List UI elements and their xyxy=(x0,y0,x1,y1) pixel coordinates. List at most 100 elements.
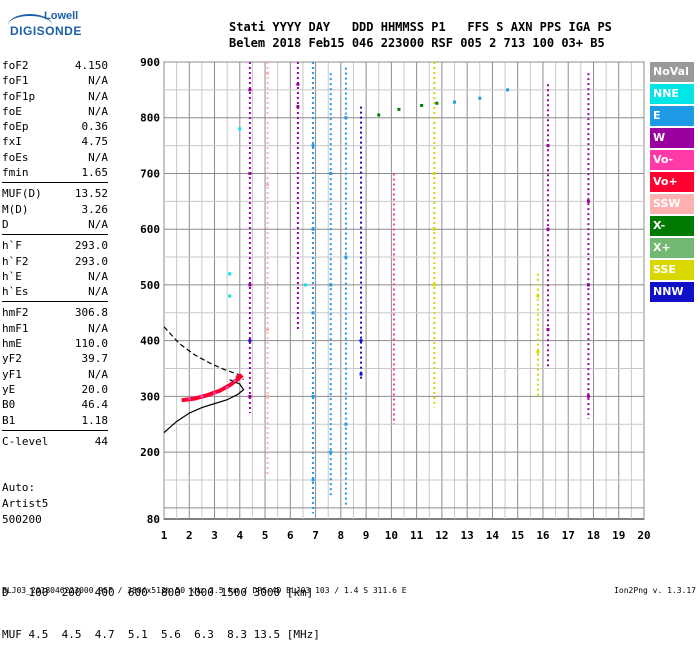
d-values: 100 200 400 600 800 1000 1500 3000 [km] xyxy=(28,586,314,599)
param-row: fmin 1.65 xyxy=(2,165,108,180)
data-point xyxy=(266,183,270,187)
param-row: h`E N/A xyxy=(2,269,108,284)
param-row: hmE 110.0 xyxy=(2,336,108,351)
data-point xyxy=(233,379,237,383)
legend-item: Vo+ xyxy=(650,172,694,192)
header-labels: Stati YYYY DAY DDD HHMMSS P1 FFS S AXN P… xyxy=(229,20,612,34)
param-label: hmF1 xyxy=(2,321,29,335)
x-tick-label: 13 xyxy=(461,529,474,542)
data-point xyxy=(296,82,300,86)
legend-item: SSE xyxy=(650,260,694,280)
param-value: N/A xyxy=(88,321,108,335)
param-label: foF1 xyxy=(2,74,29,88)
param-value: N/A xyxy=(88,150,108,164)
data-point xyxy=(303,283,307,287)
data-point xyxy=(248,88,252,92)
profile-curve-dashed xyxy=(163,326,244,381)
param-value: 4.75 xyxy=(81,135,109,149)
data-point xyxy=(586,283,590,287)
data-point xyxy=(228,272,232,276)
param-row: yF1 N/A xyxy=(2,367,108,382)
x-tick-label: 8 xyxy=(338,529,345,542)
param-row: h`Es N/A xyxy=(2,284,108,299)
param-value: 4.150 xyxy=(74,59,108,72)
param-row: yF2 39.7 xyxy=(2,351,108,366)
y-tick-label: 400 xyxy=(140,335,160,348)
param-row: h`F 293.0 xyxy=(2,238,108,253)
x-tick-label: 15 xyxy=(511,529,524,542)
param-separator xyxy=(2,182,108,184)
data-point xyxy=(478,96,482,100)
param-value: N/A xyxy=(88,74,108,88)
data-point xyxy=(311,144,315,148)
data-point xyxy=(432,227,436,231)
legend-item: NNE xyxy=(650,84,694,104)
x-tick-label: 16 xyxy=(536,529,550,542)
x-tick-label: 5 xyxy=(262,529,269,542)
data-point xyxy=(453,100,457,104)
data-point xyxy=(238,127,242,131)
data-point xyxy=(506,88,510,92)
x-tick-label: 18 xyxy=(587,529,600,542)
header-values: Belem 2018 Feb15 046 223000 RSF 005 2 71… xyxy=(229,36,605,50)
param-row: foEs N/A xyxy=(2,150,108,165)
data-point xyxy=(344,255,348,259)
param-label: fxI xyxy=(2,135,22,149)
param-value: N/A xyxy=(88,89,108,103)
param-label: C-level xyxy=(2,434,49,448)
data-point xyxy=(266,71,270,75)
x-tick-label: 3 xyxy=(211,529,218,542)
legend-item: E xyxy=(650,106,694,126)
param-separator xyxy=(2,301,108,303)
data-point xyxy=(311,394,315,398)
legend-item: W xyxy=(650,128,694,148)
param-row: foEp 0.36 xyxy=(2,119,108,134)
x-tick-label: 4 xyxy=(236,529,243,542)
param-row: hmF2 306.8 xyxy=(2,305,108,320)
logo-main-text: DIGISONDE xyxy=(10,24,82,38)
param-value: N/A xyxy=(88,367,108,381)
param-value: 1.65 xyxy=(81,166,109,180)
param-label: h`E xyxy=(2,269,22,283)
data-point xyxy=(435,101,439,105)
param-label: MUF(D) xyxy=(2,187,42,201)
param-row: yE 20.0 xyxy=(2,382,108,397)
param-value: 306.8 xyxy=(74,306,108,320)
data-point xyxy=(586,199,590,203)
ionogram-plot: 1 2 3 4 5 6 7 8 9 10 11 12 13 14 15 16 17 18 19 20802003004… xyxy=(140,56,651,542)
auto-label: Auto: xyxy=(2,481,36,494)
muf-label: MUF xyxy=(2,628,22,641)
y-tick-label: 300 xyxy=(140,390,160,403)
data-point xyxy=(225,385,229,389)
data-point xyxy=(200,394,204,398)
x-tick-label: 6 xyxy=(287,529,294,542)
logo-arc-icon xyxy=(8,14,52,36)
param-label: hmE xyxy=(2,337,22,351)
parameter-panel: foF2 4.150 foF1 N/A foF1p N/A foE N/A foEp 0.36 fx… xyxy=(2,58,108,449)
param-row: MUF(D) 13.52 xyxy=(2,186,108,201)
x-tick-label: 17 xyxy=(562,529,575,542)
legend-item: Vo- xyxy=(650,150,694,170)
data-point xyxy=(397,107,401,111)
data-point xyxy=(266,394,270,398)
y-tick-label: 700 xyxy=(140,167,160,180)
param-label: hmF2 xyxy=(2,306,29,320)
data-point xyxy=(311,478,315,482)
param-row: hmF1 N/A xyxy=(2,321,108,336)
param-label: foEp xyxy=(2,120,29,134)
param-label: foEs xyxy=(2,150,29,164)
param-row: B0 46.4 xyxy=(2,397,108,412)
data-point xyxy=(536,294,540,298)
param-label: foE xyxy=(2,104,22,118)
param-value: 0.36 xyxy=(81,120,109,134)
param-separator xyxy=(2,429,108,431)
data-point xyxy=(248,339,252,343)
x-tick-label: 14 xyxy=(486,529,500,542)
data-point xyxy=(432,283,436,287)
data-point xyxy=(311,227,315,231)
param-value: 3.26 xyxy=(81,202,109,216)
param-row: h`F2 293.0 xyxy=(2,254,108,269)
param-value: 293.0 xyxy=(74,239,108,253)
param-value: N/A xyxy=(88,269,108,283)
data-point xyxy=(546,328,550,332)
